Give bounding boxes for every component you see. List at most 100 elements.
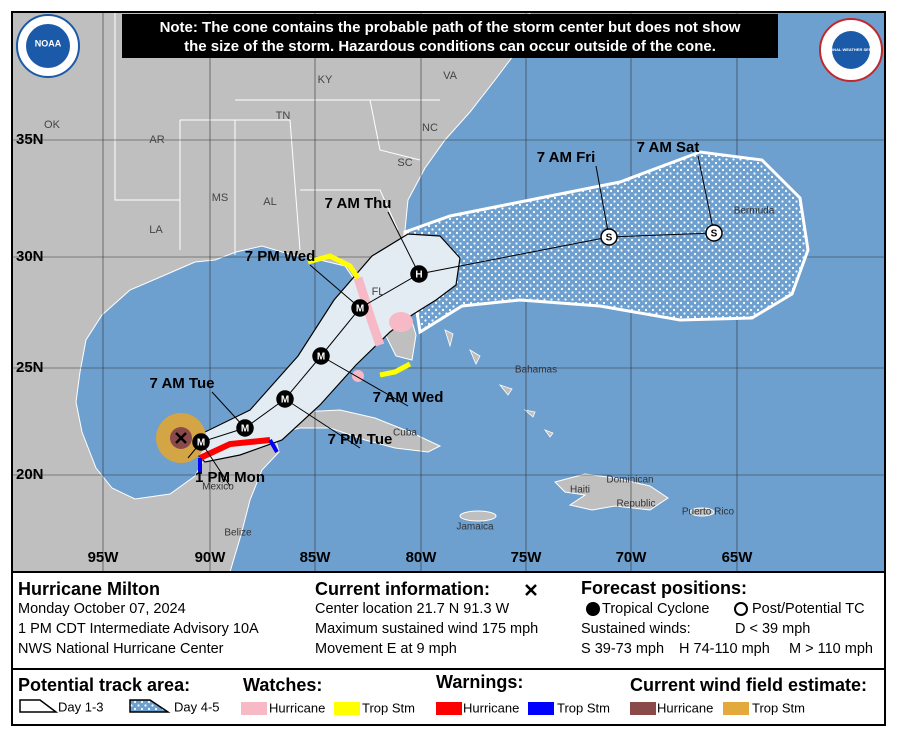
tropical-cyclone: Tropical Cyclone [602,601,709,617]
state-label: NC [422,122,438,134]
center-location: Center location 21.7 N 91.3 W [315,601,510,617]
storm-warning-coast [198,438,279,474]
warn-hurricane-swatch [436,702,462,715]
longitude-label: 70W [616,549,648,566]
longitude-label: 80W [406,549,438,566]
warnings-title: Warnings: [436,672,523,692]
note-box [122,14,778,58]
wf-hurricane: Hurricane [657,700,713,715]
label-leader [320,355,409,407]
forecast-symbol: S [711,229,718,240]
forecast-symbol: M [356,304,364,315]
place-label: Bermuda [734,206,775,217]
watch-storm: Trop Stm [362,700,415,715]
current-icon [525,584,537,596]
watch-hurricane-swatch [241,702,267,715]
wind-d: D < 39 mph [735,621,810,637]
storm-watch-coast [307,253,361,280]
watch-storm-swatch [334,702,360,715]
jamaica [459,510,497,522]
forecast-time: 7 AM Sat [637,139,700,156]
watches-title: Watches: [243,675,322,695]
forecast-time: 7 PM Tue [328,431,393,448]
day13-swatch [19,699,59,713]
forecast-time: 7 AM Fri [537,149,596,166]
hispaniola [554,473,669,511]
puerto-rico [689,507,715,517]
forecast-marker [312,347,330,365]
forecast-time: 7 AM Wed [373,389,444,406]
longitude-label: 75W [511,549,543,566]
longitude-label: 85W [300,549,332,566]
forecast-marker [276,390,294,408]
wf-storm: Trop Stm [752,700,805,715]
wind-s: S 39-73 mph [581,641,664,657]
current-position [175,432,187,444]
state-label: VA [443,70,458,82]
forecast-time: 7 AM Thu [325,195,392,212]
wf-storm-swatch [723,702,749,715]
label-leader [200,441,231,487]
hurricane-watch-lake [389,312,413,332]
note: Note: The cone contains the probable pat… [160,19,741,36]
forecast-symbol: M [197,438,205,449]
frame [11,11,886,726]
tc-icon [586,602,600,616]
forecast-time: 7 AM Tue [149,375,214,392]
cone-outline [180,233,461,463]
post-tc-icon [734,602,748,616]
forecast-symbol: M [241,424,249,435]
forecast-marker [351,299,369,317]
day13: Day 1-3 [58,699,104,714]
place-label: Jamaica [456,522,494,533]
forecast-marker [236,419,254,437]
watch-hurricane: Hurricane [269,700,325,715]
warn-storm: Trop Stm [557,700,610,715]
source: NWS National Hurricane Center [18,641,224,657]
label-leader [284,398,361,449]
nws-text: NATIONAL WEATHER SERVICE [821,47,881,52]
map-labels: 95W 90W 85W 80W 75W 70W 65W 35N 30N 25N 20N KY VA TN N… [16,70,775,566]
longitude-label: 90W [195,549,227,566]
day45: Day 4-5 [174,699,220,714]
warn-hurricane: Hurricane [463,700,519,715]
latitude-label: 25N [16,359,44,376]
movement: Movement E at 9 mph [315,641,457,657]
place-label: Haiti [570,485,590,496]
noaa-logo: NOAA [16,14,80,78]
label-leader [697,155,715,234]
forecast-symbol: S [606,233,613,244]
info-panel: Hurricane Milton Monday October 07, 2024… [12,571,885,715]
advisory: 1 PM CDT Intermediate Advisory 10A [18,621,259,637]
storm-name: Hurricane Milton [18,579,160,599]
winds-title: Sustained winds: [581,621,691,637]
state-label: OK [44,119,61,131]
latitude-label: 30N [16,248,44,265]
state-label: MS [212,192,229,204]
wind-field-title: Current wind field estimate: [630,675,867,695]
forecast-time: 1 PM Mon [195,469,265,486]
forecast-symbol: M [317,352,325,363]
state-borders [114,12,440,255]
noaa-text: NOAA [35,38,62,48]
wind-h: H 74-110 mph [679,641,770,657]
longitude-label: 65W [722,549,754,566]
forecast-marker [600,228,618,246]
hurricane-warning-coast [198,437,271,461]
state-label: LA [149,224,163,236]
state-label: AL [263,196,276,208]
note: the size of the storm. Hazardous conditi… [184,38,716,55]
day45-swatch [129,699,171,713]
forecast-title: Forecast positions: [581,578,747,598]
storm-watch-keys [379,361,412,378]
place-label: Cuba [393,428,417,439]
place-label: Belize [224,528,252,539]
label-leader [387,211,420,275]
forecast-marker [192,433,210,451]
state-label: KY [318,74,333,86]
state-label: TN [276,110,291,122]
latitude-label: 20N [16,466,44,483]
forecast-marker [410,265,428,283]
label-leader [595,165,610,238]
